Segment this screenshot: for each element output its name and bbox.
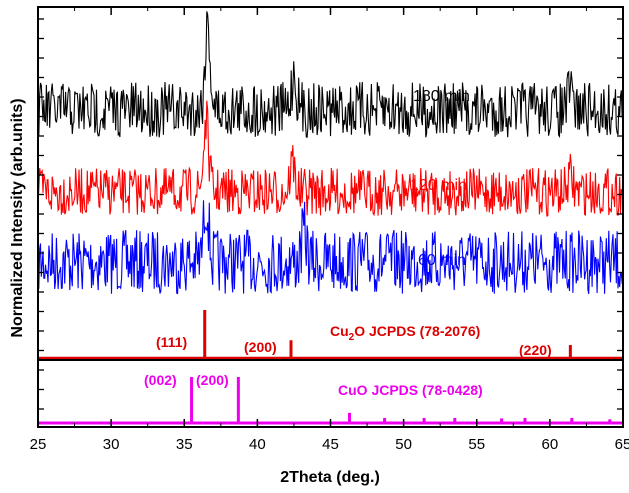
series-label-180: 180 min	[413, 88, 470, 105]
plot-frame	[37, 6, 624, 428]
series-layer	[37, 11, 624, 295]
x-tick-label: 45	[322, 436, 339, 453]
x-tick-label: 25	[30, 436, 47, 453]
x-tick-label: 40	[249, 436, 266, 453]
x-tick-label: 65	[615, 436, 629, 453]
cuo-reference-label: CuO JCPDS (78-0428)	[338, 382, 483, 398]
hkl-label-cu2o-111: (111)	[156, 334, 187, 350]
hkl-label-cuo-200: (200)	[196, 372, 229, 388]
series-line-120-min	[37, 100, 624, 217]
hkl-label-cuo-002: (002)	[144, 372, 177, 388]
hkl-label-cu2o-200: (200)	[244, 339, 277, 355]
x-axis-title: 2Theta (deg.)	[280, 469, 380, 486]
series-label-60: 60 min	[418, 252, 466, 269]
x-tick-label: 30	[103, 436, 120, 453]
x-tick-label: 35	[176, 436, 193, 453]
cu2o-reference-label: Cu2O JCPDS (78-2076)	[330, 323, 480, 343]
hkl-label-cu2o-220: (220)	[519, 342, 552, 358]
y-axis-title: Normalized Intensity (arb.units)	[9, 98, 26, 337]
series-label-120: 120 min	[410, 177, 467, 194]
x-tick-label: 50	[395, 436, 412, 453]
x-tick-label: 60	[542, 436, 559, 453]
series-line-60-min	[37, 200, 624, 295]
series-line-180-min	[37, 11, 624, 139]
x-tick-label: 55	[468, 436, 485, 453]
tick-layer: 25 30 35 40 45 50 55 60 65	[30, 7, 629, 453]
